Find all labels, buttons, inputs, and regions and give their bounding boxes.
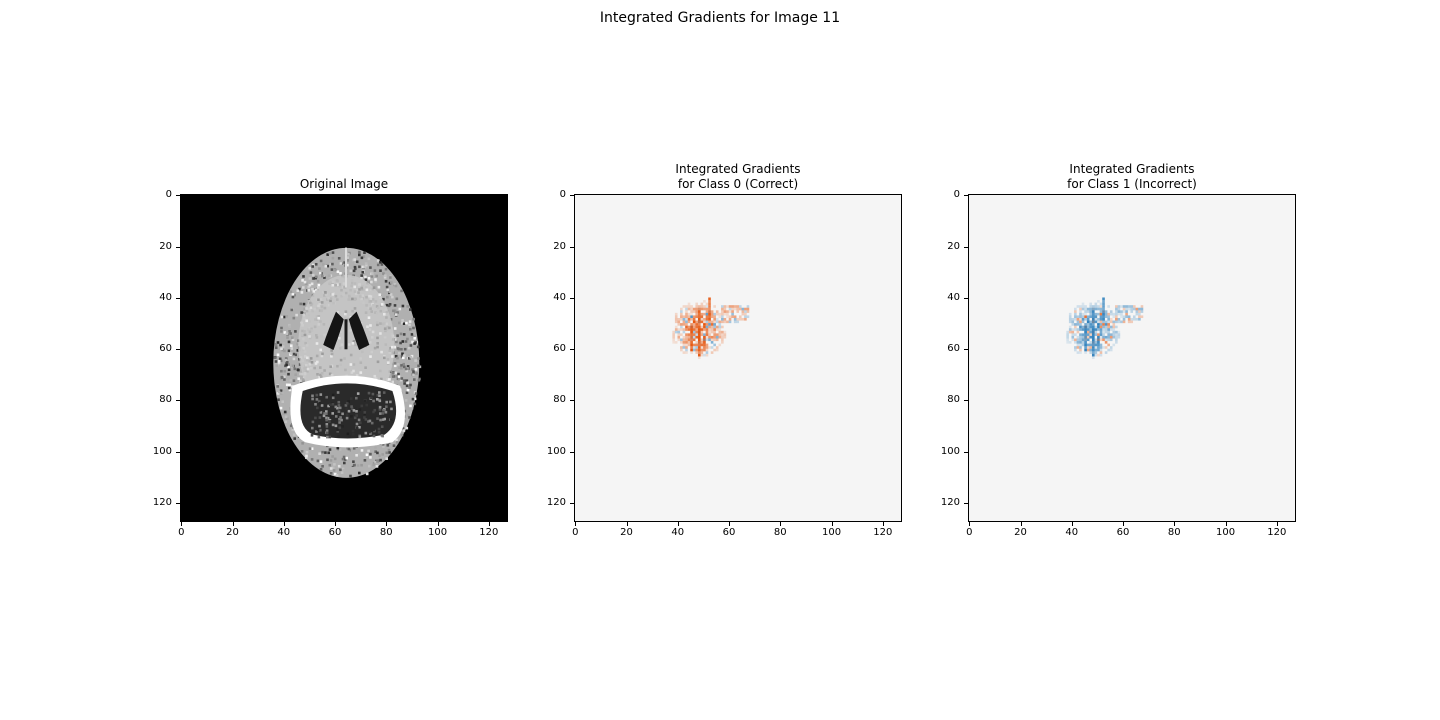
x-tick-label: 60 bbox=[328, 527, 342, 538]
y-tick-mark bbox=[570, 297, 574, 299]
x-tick-mark bbox=[1174, 522, 1176, 526]
x-tick-mark bbox=[283, 522, 285, 526]
y-tick-label: 0 bbox=[953, 189, 960, 201]
y-tick-label: 120 bbox=[546, 496, 566, 508]
x-tick-mark bbox=[882, 522, 884, 526]
y-tick-mark bbox=[964, 400, 968, 402]
x-tick-label: 0 bbox=[966, 527, 973, 538]
x-tick-label: 60 bbox=[1116, 527, 1130, 538]
y-tick-mark bbox=[964, 246, 968, 248]
x-tick-label: 60 bbox=[722, 527, 736, 538]
x-tick-label: 120 bbox=[873, 527, 893, 538]
class1-attribution-axes bbox=[968, 194, 1296, 522]
x-tick-mark bbox=[1276, 522, 1278, 526]
x-tick-mark bbox=[1020, 522, 1022, 526]
x-tick-mark bbox=[780, 522, 782, 526]
y-tick-label: 60 bbox=[947, 343, 960, 355]
y-tick-label: 100 bbox=[546, 445, 566, 457]
x-tick-mark bbox=[335, 522, 337, 526]
x-tick-label: 0 bbox=[572, 527, 579, 538]
y-tick-mark bbox=[570, 349, 574, 351]
x-tick-mark bbox=[437, 522, 439, 526]
y-tick-mark bbox=[964, 502, 968, 504]
y-tick-label: 120 bbox=[152, 496, 172, 508]
x-tick-mark bbox=[626, 522, 628, 526]
x-tick-label: 80 bbox=[1167, 527, 1181, 538]
y-tick-mark bbox=[176, 297, 180, 299]
x-tick-label: 20 bbox=[226, 527, 239, 538]
x-tick-mark bbox=[488, 522, 490, 526]
y-tick-mark bbox=[964, 349, 968, 351]
x-tick-label: 20 bbox=[620, 527, 633, 538]
x-tick-label: 80 bbox=[773, 527, 787, 538]
panel-title-class1: Integrated Gradients for Class 1 (Incorr… bbox=[1067, 162, 1197, 191]
y-tick-label: 60 bbox=[553, 343, 566, 355]
y-tick-label: 40 bbox=[159, 291, 172, 303]
y-tick-mark bbox=[570, 246, 574, 248]
brain-mri-image bbox=[273, 247, 422, 478]
x-tick-label: 80 bbox=[379, 527, 393, 538]
y-tick-label: 20 bbox=[553, 240, 566, 252]
y-tick-label: 100 bbox=[152, 445, 172, 457]
y-tick-label: 20 bbox=[947, 240, 960, 252]
x-tick-label: 40 bbox=[277, 527, 291, 538]
y-tick-mark bbox=[964, 297, 968, 299]
panel-title-original: Original Image bbox=[299, 177, 389, 191]
x-tick-label: 0 bbox=[178, 527, 185, 538]
x-tick-mark bbox=[831, 522, 833, 526]
original-image-axes bbox=[180, 194, 508, 522]
x-tick-mark bbox=[181, 522, 183, 526]
y-tick-label: 20 bbox=[159, 240, 172, 252]
class1-attribution-heatmap bbox=[1066, 297, 1144, 360]
panel-title-class0: Integrated Gradients for Class 0 (Correc… bbox=[675, 162, 801, 191]
y-tick-mark bbox=[176, 451, 180, 453]
x-tick-mark bbox=[729, 522, 731, 526]
y-tick-mark bbox=[570, 502, 574, 504]
figure-title: Integrated Gradients for Image 11 bbox=[599, 10, 841, 26]
x-tick-label: 100 bbox=[821, 527, 842, 538]
class0-attribution-axes bbox=[574, 194, 902, 522]
x-tick-mark bbox=[969, 522, 971, 526]
y-tick-label: 40 bbox=[947, 291, 960, 303]
x-tick-label: 40 bbox=[1065, 527, 1079, 538]
x-tick-mark bbox=[677, 522, 679, 526]
y-tick-mark bbox=[964, 195, 968, 197]
x-tick-mark bbox=[575, 522, 577, 526]
y-tick-label: 120 bbox=[940, 496, 960, 508]
y-tick-label: 60 bbox=[159, 343, 172, 355]
y-tick-label: 40 bbox=[553, 291, 566, 303]
x-tick-mark bbox=[1123, 522, 1125, 526]
y-tick-label: 0 bbox=[165, 189, 172, 201]
x-tick-mark bbox=[232, 522, 234, 526]
x-tick-mark bbox=[386, 522, 388, 526]
y-tick-mark bbox=[176, 195, 180, 197]
x-tick-mark bbox=[1071, 522, 1073, 526]
y-tick-mark bbox=[176, 400, 180, 402]
x-tick-label: 100 bbox=[1215, 527, 1236, 538]
class0-attribution-heatmap bbox=[672, 297, 750, 360]
x-tick-label: 120 bbox=[479, 527, 499, 538]
y-tick-mark bbox=[176, 246, 180, 248]
x-tick-mark bbox=[1225, 522, 1227, 526]
y-tick-label: 80 bbox=[947, 394, 960, 406]
x-tick-label: 100 bbox=[427, 527, 448, 538]
y-tick-label: 80 bbox=[553, 394, 566, 406]
y-tick-label: 80 bbox=[159, 394, 172, 406]
y-tick-mark bbox=[176, 349, 180, 351]
y-tick-label: 100 bbox=[940, 445, 960, 457]
y-tick-mark bbox=[570, 195, 574, 197]
y-tick-mark bbox=[176, 502, 180, 504]
y-tick-label: 0 bbox=[559, 189, 566, 201]
x-tick-label: 20 bbox=[1014, 527, 1027, 538]
x-tick-label: 120 bbox=[1267, 527, 1287, 538]
y-tick-mark bbox=[570, 451, 574, 453]
y-tick-mark bbox=[964, 451, 968, 453]
x-tick-label: 40 bbox=[671, 527, 685, 538]
y-tick-mark bbox=[570, 400, 574, 402]
